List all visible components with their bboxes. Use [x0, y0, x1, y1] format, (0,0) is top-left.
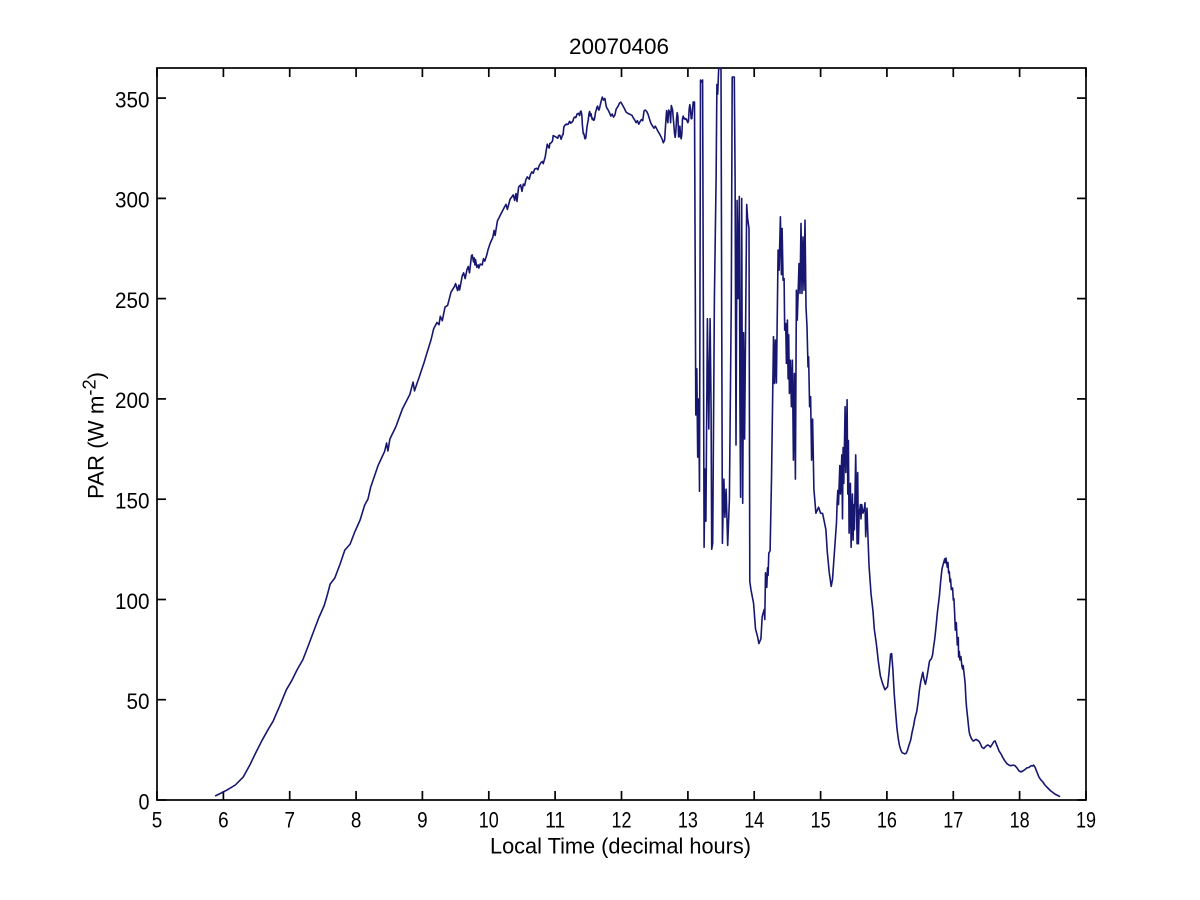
svg-text:16: 16 — [877, 808, 897, 833]
svg-text:9: 9 — [417, 808, 428, 833]
svg-text:7: 7 — [284, 808, 295, 833]
svg-text:10: 10 — [479, 808, 499, 833]
svg-text:Local Time (decimal hours): Local Time (decimal hours) — [490, 834, 751, 859]
svg-text:13: 13 — [678, 808, 698, 833]
svg-text:17: 17 — [943, 808, 963, 833]
svg-text:6: 6 — [218, 808, 229, 833]
svg-text:5: 5 — [152, 808, 163, 833]
svg-text:8: 8 — [351, 808, 362, 833]
svg-text:19: 19 — [1076, 808, 1096, 833]
svg-text:11: 11 — [545, 808, 565, 833]
svg-text:14: 14 — [744, 808, 764, 833]
svg-text:350: 350 — [115, 87, 150, 112]
svg-text:100: 100 — [115, 589, 150, 614]
svg-text:250: 250 — [115, 288, 150, 313]
svg-text:20070406: 20070406 — [569, 34, 669, 59]
svg-text:150: 150 — [115, 489, 150, 514]
svg-text:15: 15 — [811, 808, 831, 833]
svg-text:50: 50 — [127, 689, 150, 714]
svg-text:200: 200 — [115, 388, 150, 413]
svg-text:18: 18 — [1010, 808, 1030, 833]
svg-text:300: 300 — [115, 188, 150, 213]
svg-text:PAR (W m-2): PAR (W m-2) — [80, 372, 109, 499]
svg-text:12: 12 — [612, 808, 632, 833]
svg-text:0: 0 — [139, 789, 150, 814]
